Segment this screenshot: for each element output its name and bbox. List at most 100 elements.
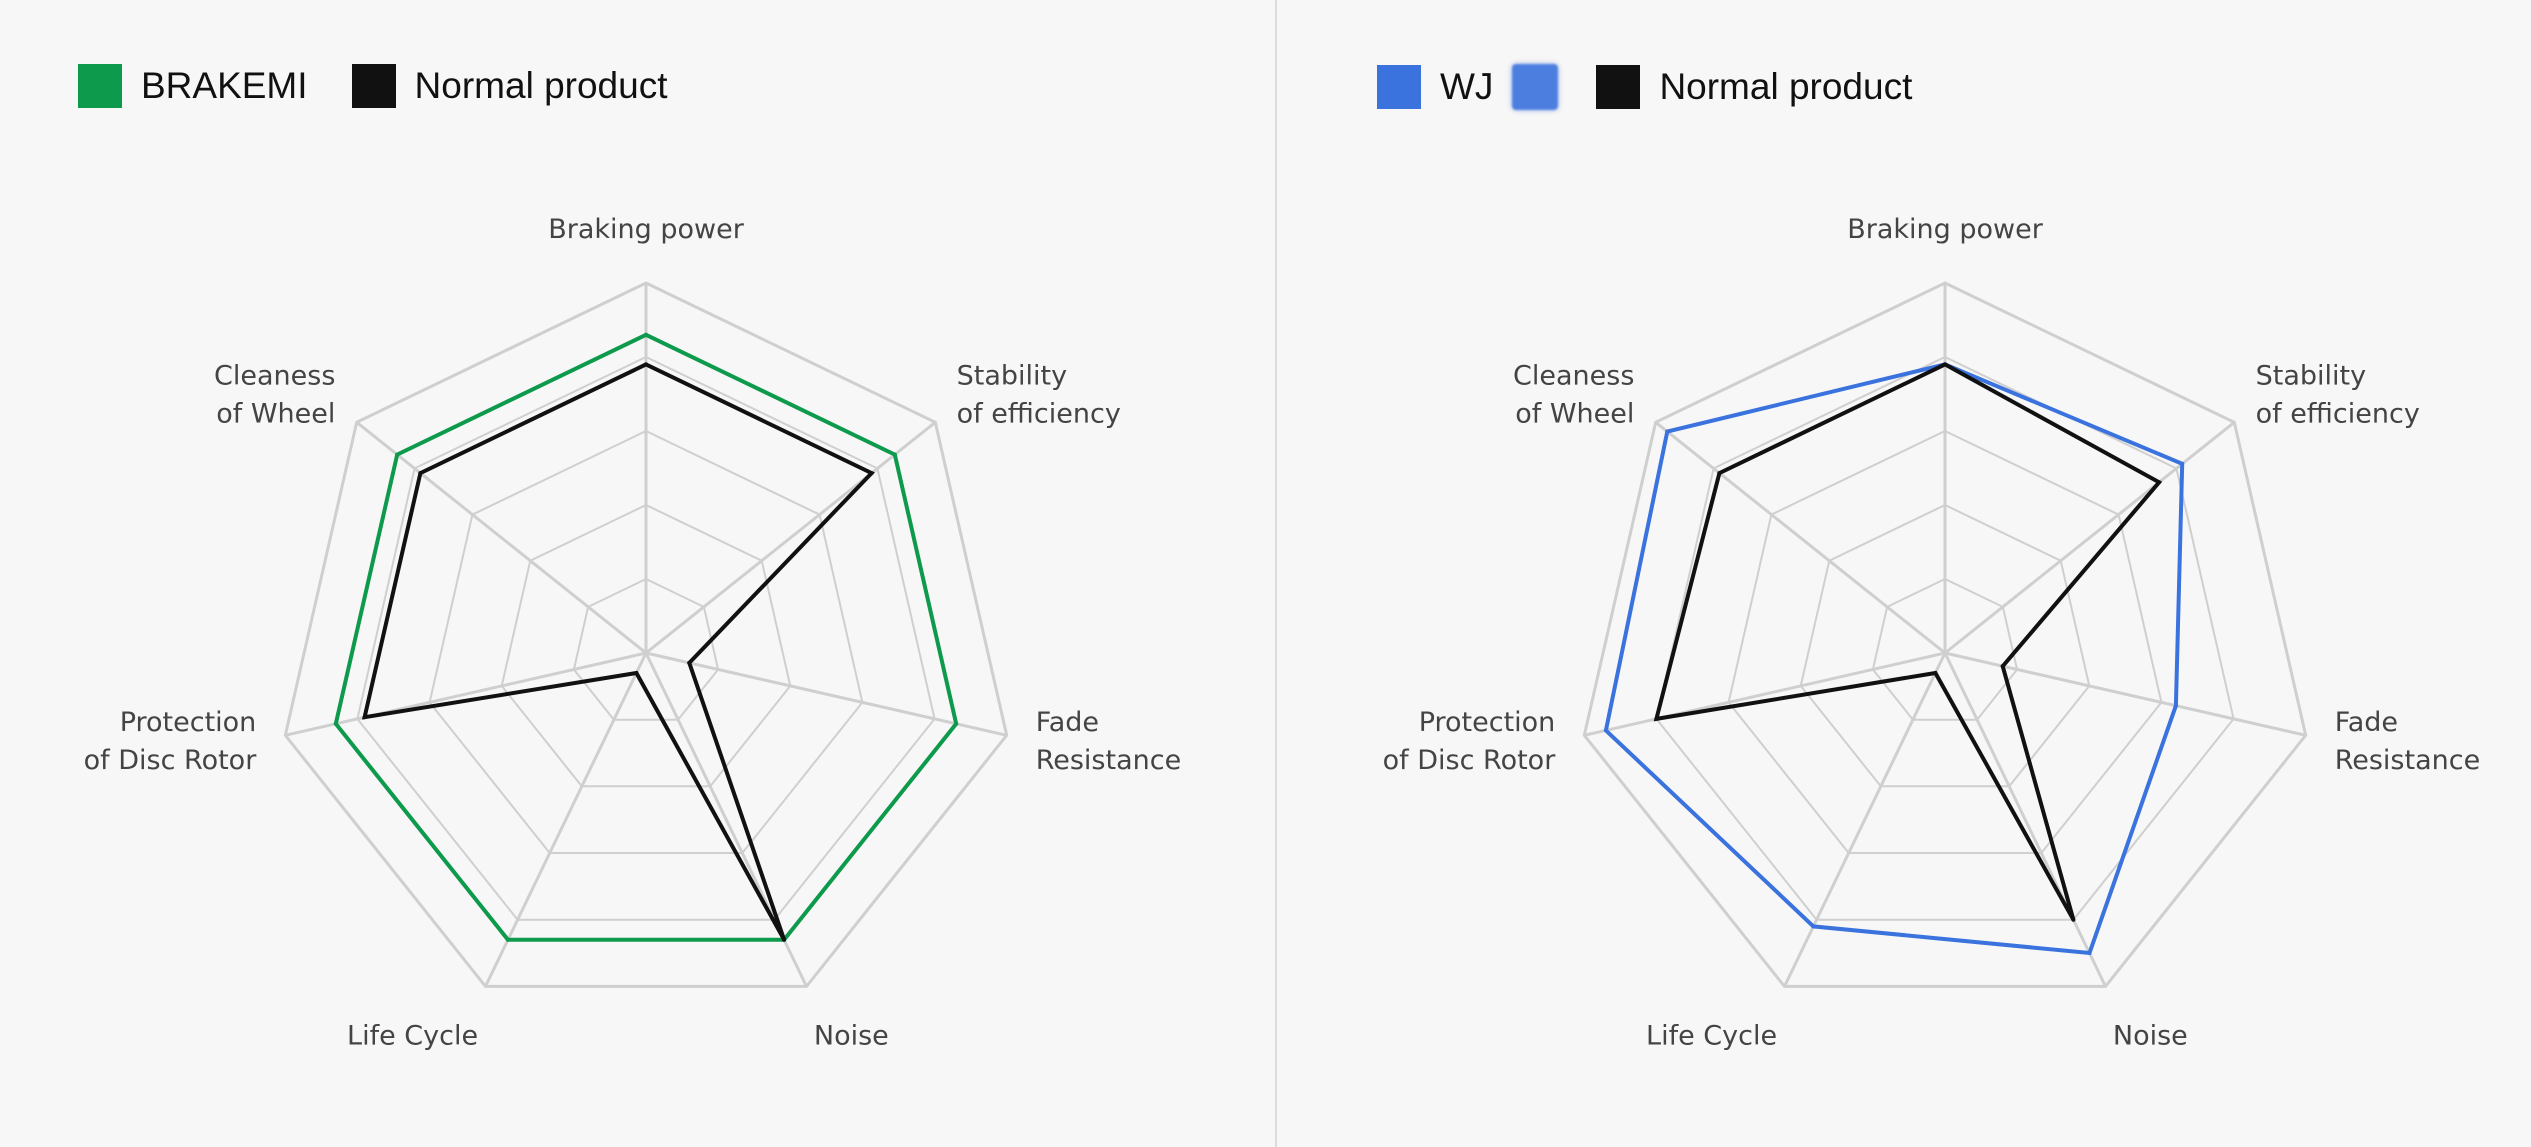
legend-label-normal: Normal product — [414, 65, 668, 106]
grid-ring-4 — [1655, 355, 2235, 921]
axis-label-6: Protection of Disc Rotor — [84, 707, 258, 776]
series-point — [644, 332, 648, 337]
series-point — [634, 671, 639, 675]
series-point — [333, 721, 338, 726]
grid-spoke-2 — [1944, 421, 2236, 655]
radar-panel-left: BRAKEMI Normal product Braking power Stab… — [78, 64, 1182, 1051]
axis-label-line: of efficiency — [2256, 398, 2420, 429]
axis-label-5: Life Cycle — [1646, 1020, 1777, 1051]
series-point — [2000, 664, 2005, 669]
legend-swatch-normal — [1596, 65, 1641, 109]
radar-grid — [283, 281, 1009, 988]
legend-swatch-normal — [351, 64, 396, 108]
grid-spoke-3 — [645, 651, 1008, 737]
grid-ring-5 — [283, 281, 1009, 988]
series-point — [1717, 471, 1722, 476]
series-point — [1603, 728, 1608, 733]
series-point — [1665, 429, 1670, 434]
grid-ring-3 — [1727, 429, 2163, 854]
grid-spoke-5 — [1783, 652, 1947, 988]
grid-ring-4 — [356, 355, 936, 921]
grid-ring-5 — [1582, 281, 2308, 988]
axis-label-line: of Wheel — [1515, 398, 1634, 429]
radar-chart-wj: Braking power Stability of efficiency Fade R… — [1383, 214, 2481, 1051]
legend-item-wj: WJ — [1377, 65, 1493, 109]
series-point — [954, 721, 959, 726]
series-point — [2157, 480, 2162, 485]
axis-label-line: of Disc Rotor — [84, 745, 258, 776]
grid-ring-3 — [428, 429, 864, 854]
axis-label-line: Protection — [120, 707, 257, 738]
series-point — [2180, 461, 2185, 466]
series-point — [2087, 951, 2092, 955]
legend: WJ Normal product — [1377, 64, 1956, 110]
axis-label-line: of Wheel — [216, 398, 335, 429]
axis-label-2: Stability of efficiency — [957, 360, 1121, 429]
grid-ring-2 — [1799, 503, 2091, 788]
series-point — [687, 660, 692, 665]
grid-ring-1 — [572, 577, 720, 721]
radar-chart-brakemi: Braking power Stability of efficiency Fade R… — [84, 214, 1182, 1051]
axis-label-line: Stability — [957, 360, 1068, 391]
axis-label-line: Noise — [2113, 1020, 2188, 1051]
axis-label-line: Fade — [1036, 707, 1099, 738]
axis-label-7: Cleaness of Wheel — [214, 360, 335, 429]
series-point — [1943, 362, 1947, 367]
axis-label-6: Protection of Disc Rotor — [1383, 707, 1557, 776]
axis-label-1: Braking power — [548, 214, 744, 245]
series-point — [782, 937, 787, 942]
axis-label-line: of Disc Rotor — [1383, 745, 1557, 776]
axis-label-line: Braking power — [548, 214, 744, 245]
axis-label-line: Fade — [2335, 707, 2398, 738]
series-point — [2071, 917, 2076, 922]
series-point — [869, 471, 874, 476]
series-point — [418, 471, 423, 476]
axis-label-line: Braking power — [1847, 214, 2043, 245]
series-polygon-wj — [1603, 362, 2185, 956]
grid-spoke-7 — [1654, 421, 1946, 655]
grid-spoke-7 — [355, 421, 647, 655]
axis-label-7: Cleaness of Wheel — [1513, 360, 1634, 429]
legend-label-normal: Normal product — [1659, 66, 1913, 107]
series-point — [362, 715, 367, 720]
axis-label-5: Life Cycle — [347, 1020, 478, 1051]
axis-label-2: Stability of efficiency — [2256, 360, 2420, 429]
legend-item-brakemi: BRAKEMI — [78, 64, 308, 108]
panel-divider — [1275, 0, 1277, 1147]
axis-label-line: Protection — [1419, 707, 1556, 738]
series-point — [2173, 703, 2178, 708]
series-polygon-brakemi — [333, 332, 959, 942]
radar-grid — [1582, 281, 2308, 988]
axis-label-4: Noise — [814, 1020, 889, 1051]
legend-swatch-wj-shadow — [1512, 64, 1559, 110]
radar-panel-right: WJ Normal product Braking power Stability… — [1277, 0, 2531, 1147]
axis-label-4: Noise — [2113, 1020, 2188, 1051]
axis-label-line: of efficiency — [957, 398, 1121, 429]
grid-spoke-6 — [284, 651, 647, 737]
series-point — [505, 937, 510, 942]
series-point — [644, 362, 648, 367]
series-point — [892, 452, 897, 457]
series-polygon-normal-product — [1653, 362, 2163, 921]
grid-spoke-4 — [1943, 652, 2107, 988]
legend-label-brakemi: BRAKEMI — [141, 65, 308, 106]
legend: BRAKEMI Normal product — [78, 64, 711, 108]
series-point — [1654, 716, 1659, 721]
axis-label-line: Cleaness — [1513, 360, 1634, 391]
grid-spoke-6 — [1583, 651, 1946, 737]
legend-item-normal: Normal product — [1596, 65, 1912, 109]
grid-spoke-3 — [1944, 651, 2307, 737]
legend-item-normal: Normal product — [351, 64, 668, 108]
legend-label-wj: WJ — [1440, 66, 1494, 107]
axis-label-line: Noise — [814, 1020, 889, 1051]
legend-swatch-wj — [1377, 65, 1421, 109]
axis-label-3: Fade Resistance — [2335, 707, 2481, 776]
axis-label-line: Resistance — [1036, 745, 1182, 776]
axis-label-line: Stability — [2256, 360, 2367, 391]
grid-ring-1 — [1871, 577, 2019, 721]
series-polygon-normal-product — [361, 362, 875, 941]
grid-spoke-2 — [645, 421, 937, 655]
axis-label-1: Braking power — [1847, 214, 2043, 245]
grid-spoke-5 — [484, 652, 648, 988]
series-point — [1933, 671, 1938, 675]
